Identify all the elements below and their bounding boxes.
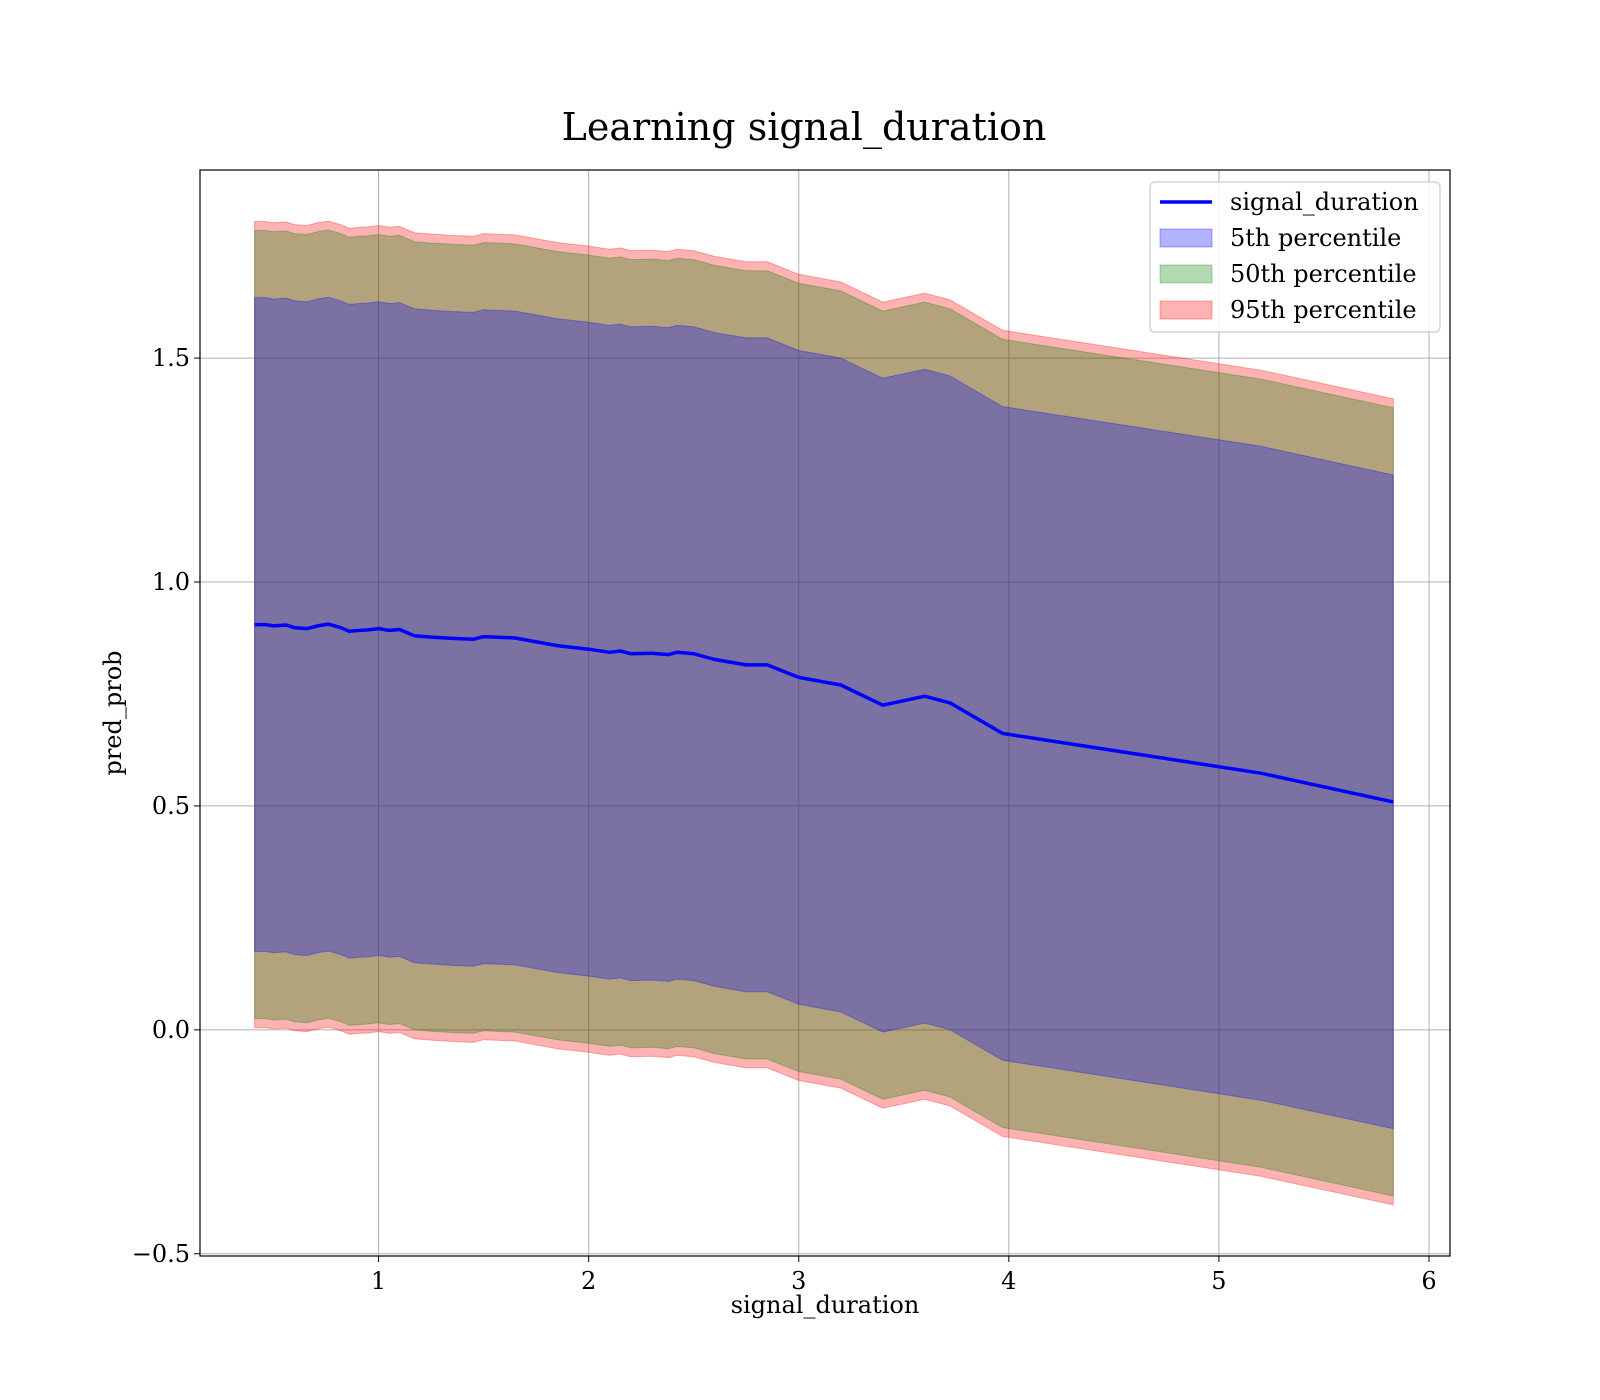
x-axis-ticks: 1 2 3 4 5 6 — [371, 1256, 1437, 1295]
x-tick-label: 3 — [791, 1267, 806, 1295]
x-tick-label: 1 — [371, 1267, 386, 1295]
band-50th-percentile — [254, 229, 1394, 1197]
x-axis-label: signal_duration — [731, 1291, 920, 1319]
y-tick-label: 1.5 — [152, 344, 190, 372]
legend-label-5th: 5th percentile — [1230, 224, 1401, 252]
legend-swatch-50th — [1159, 264, 1213, 284]
y-tick-label: −0.5 — [132, 1240, 190, 1268]
band-5th-percentile — [254, 296, 1394, 1130]
legend-swatch-5th — [1159, 228, 1213, 248]
x-tick-label: 5 — [1211, 1267, 1226, 1295]
legend-swatch-95th — [1159, 300, 1213, 320]
y-tick-label: 0.0 — [152, 1016, 190, 1044]
legend-label-95th: 95th percentile — [1230, 296, 1417, 324]
line-series — [254, 622, 1394, 804]
chart-title: Learning signal_duration — [562, 105, 1047, 150]
legend-frame — [1149, 181, 1441, 333]
x-tick-label: 6 — [1421, 1267, 1436, 1295]
y-axis-ticks: −0.5 0.0 0.5 1.0 1.5 — [132, 344, 200, 1268]
y-tick-label: 0.5 — [152, 792, 190, 820]
legend-label-50th: 50th percentile — [1230, 260, 1417, 288]
x-tick-label: 4 — [1001, 1267, 1016, 1295]
signal-duration-line — [254, 622, 1394, 804]
legend: signal_duration 5th percentile 50th perc… — [1149, 181, 1441, 333]
percentile-bands — [254, 220, 1394, 1206]
grid — [200, 170, 1450, 1256]
band-95th-percentile — [254, 220, 1394, 1206]
legend-label-line: signal_duration — [1230, 188, 1419, 216]
y-axis-label: pred_prob — [99, 650, 127, 775]
x-tick-label: 2 — [581, 1267, 596, 1295]
y-tick-label: 1.0 — [152, 568, 190, 596]
plot-frame — [199, 169, 1451, 1257]
